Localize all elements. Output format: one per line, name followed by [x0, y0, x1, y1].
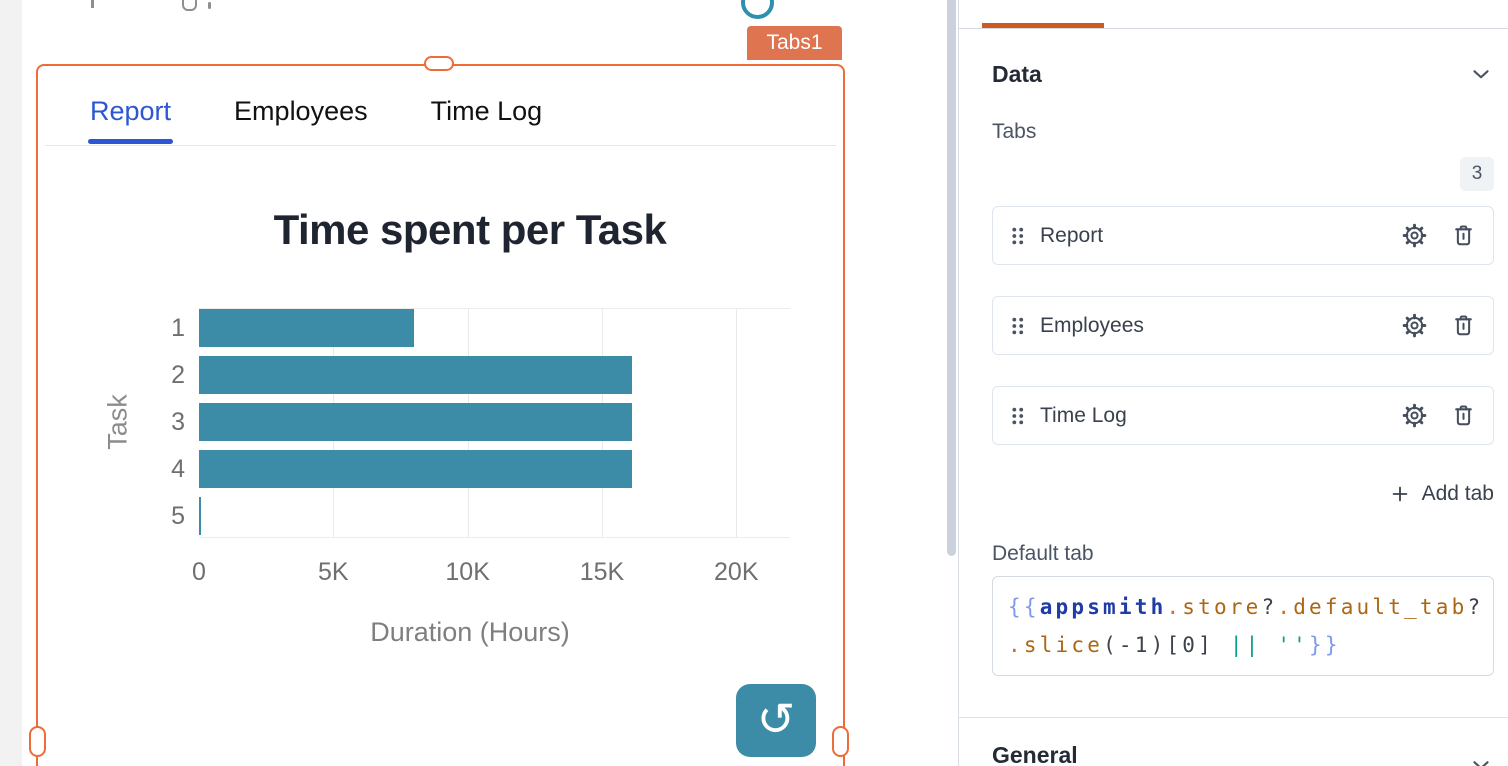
drag-handle-icon[interactable]	[1009, 313, 1026, 339]
chart-x-axis-title: Duration (Hours)	[370, 617, 570, 647]
clipped-text-remnant	[91, 0, 94, 8]
tabs-count-badge: 3	[1460, 157, 1494, 191]
pane-tab-item-label: Employees	[1040, 313, 1144, 337]
clipped-text-remnant	[208, 2, 211, 9]
active-pane-tab-indicator[interactable]	[982, 23, 1104, 28]
code-line: {{appsmith.store?.default_tab?	[1008, 595, 1484, 619]
default-tab-label: Default tab	[992, 542, 1094, 565]
canvas: Tabs1 Report Employees Time Log Time spent…	[0, 0, 849, 766]
section-divider	[959, 717, 1508, 718]
chart-title: Time spent per Task	[273, 206, 667, 253]
pane-tab-item-label: Report	[1040, 223, 1104, 247]
widget-name-badge: Tabs1	[747, 26, 842, 60]
canvas-tab-report[interactable]: Report	[87, 96, 174, 144]
drag-handle-icon[interactable]	[1009, 403, 1026, 429]
pane-tab-list: Report	[992, 206, 1494, 445]
add-tab-label: Add tab	[1421, 482, 1494, 505]
bar-task-2	[199, 356, 632, 394]
bar-task-1	[199, 309, 414, 347]
section-title: Data	[992, 60, 1042, 87]
canvas-tab-label: Report	[90, 96, 172, 126]
chevron-down-icon[interactable]	[1468, 752, 1494, 766]
property-pane-body: Data Tabs 3 Report	[959, 59, 1508, 676]
code-line: .slice(-1)[0] || ''}}	[1008, 633, 1341, 657]
pane-tab-item-report[interactable]: Report	[992, 206, 1494, 265]
tab-delete-trash-icon[interactable]	[1450, 222, 1477, 249]
canvas-tab-label: Time Log	[430, 96, 543, 126]
tab-settings-gear-icon[interactable]	[1401, 312, 1428, 339]
bar-task-5	[199, 497, 201, 535]
gridline	[736, 308, 738, 538]
tabs-field-label: Tabs	[992, 120, 1037, 143]
section-title: General	[992, 742, 1078, 766]
tab-delete-trash-icon[interactable]	[1450, 402, 1477, 429]
default-tab-code-input[interactable]: {{appsmith.store?.default_tab? .slice(-1)…	[992, 576, 1494, 676]
bar-task-4	[199, 450, 632, 488]
clipped-refresh-icon-remnant	[741, 0, 774, 19]
chevron-down-icon[interactable]	[1468, 61, 1494, 87]
chart-refresh-button[interactable]: ↺	[736, 684, 816, 757]
property-pane: Data Tabs 3 Report	[958, 0, 1508, 766]
refresh-ccw-icon: ↺	[756, 691, 796, 746]
pane-tab-item-employees[interactable]: Employees	[992, 296, 1494, 355]
bar-task-3	[199, 403, 632, 441]
tab-delete-trash-icon[interactable]	[1450, 312, 1477, 339]
clipped-text-remnant	[182, 0, 197, 11]
add-tab-button[interactable]: Add tab	[992, 479, 1494, 509]
plus-icon	[1389, 483, 1411, 505]
canvas-tab-time-log[interactable]: Time Log	[431, 96, 543, 127]
property-pane-tabstrip	[959, 0, 1508, 29]
resize-handle-bottom-right[interactable]	[832, 726, 849, 757]
canvas-tab-label: Employees	[234, 96, 368, 126]
canvas-scrollbar-thumb[interactable]	[947, 0, 956, 556]
drag-handle-icon[interactable]	[1009, 223, 1026, 249]
canvas-tab-employees[interactable]: Employees	[234, 96, 368, 127]
pane-tab-item-time-log[interactable]: Time Log	[992, 386, 1494, 445]
resize-handle-bottom-left[interactable]	[29, 726, 46, 757]
chart-plot-area	[199, 308, 790, 538]
tabs-widget-tabbar: Report Employees Time Log	[87, 96, 605, 144]
tabbar-divider	[45, 145, 836, 146]
canvas-left-gutter	[0, 0, 22, 766]
pane-tab-item-label: Time Log	[1040, 403, 1127, 427]
tab-settings-gear-icon[interactable]	[1401, 402, 1428, 429]
resize-handle-top[interactable]	[424, 56, 454, 71]
tab-settings-gear-icon[interactable]	[1401, 222, 1428, 249]
section-header-data[interactable]: Data	[992, 59, 1494, 89]
chart-y-axis-title: Task	[102, 394, 133, 450]
section-header-general[interactable]: General	[992, 742, 1494, 766]
